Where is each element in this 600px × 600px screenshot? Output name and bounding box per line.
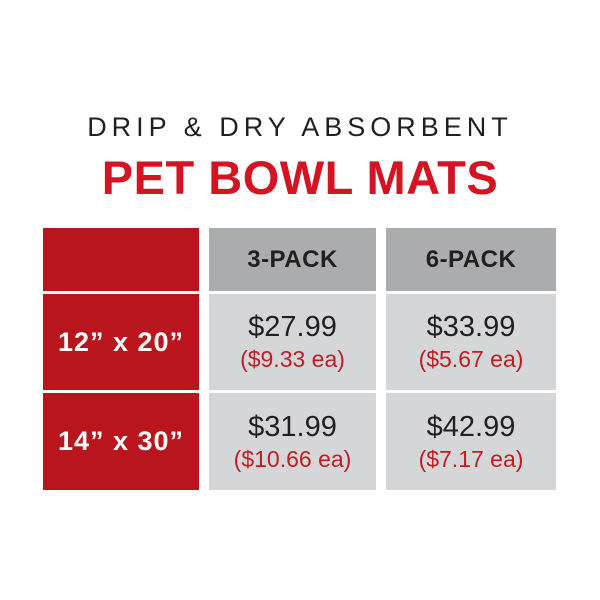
price-12x20-3pack: $27.99 [248, 311, 337, 343]
column-header-3pack-label: 3-PACK [247, 245, 338, 273]
price-cell-14x30-6pack: $42.99 ($7.17 ea) [386, 393, 556, 490]
header-cell-size-blank [43, 228, 199, 291]
header-cell-6pack: 6-PACK [386, 228, 556, 291]
size-label-14x30: 14” x 30” [57, 426, 185, 456]
row-label-cell-12x20: 12” x 20” [43, 294, 199, 390]
price-cell-14x30-3pack: $31.99 ($10.66 ea) [209, 393, 376, 490]
price-cell-12x20-6pack: $33.99 ($5.67 ea) [386, 294, 556, 390]
row-label-cell-14x30: 14” x 30” [43, 393, 199, 490]
unit-price-12x20-6pack: ($5.67 ea) [418, 346, 524, 372]
size-label-12x20: 12” x 20” [57, 326, 185, 357]
pricing-table: 3-PACK 6-PACK 12” x 20” $27.99 ($9.33 ea… [43, 228, 556, 490]
price-cell-12x20-3pack: $27.99 ($9.33 ea) [209, 294, 376, 390]
title-product-name: PET BOWL MATS [101, 151, 499, 204]
header-cell-3pack: 3-PACK [209, 228, 376, 291]
unit-price-14x30-6pack: ($7.17 ea) [418, 445, 524, 472]
unit-price-14x30-3pack: ($10.66 ea) [233, 445, 352, 472]
unit-price-12x20-3pack: ($9.33 ea) [240, 346, 345, 372]
price-14x30-3pack: $31.99 [248, 410, 337, 443]
title-subheading: DRIP & DRY ABSORBENT [87, 112, 513, 142]
price-12x20-6pack: $33.99 [426, 311, 516, 343]
column-header-6pack-label: 6-PACK [425, 245, 517, 273]
price-14x30-6pack: $42.99 [426, 410, 516, 443]
